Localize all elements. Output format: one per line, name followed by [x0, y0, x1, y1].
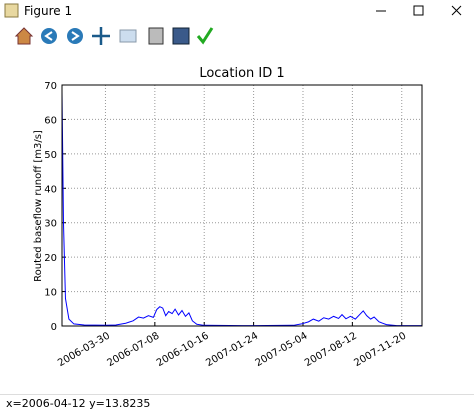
- forward-arrow: [71, 31, 80, 41]
- y-tick-label: 30: [44, 219, 57, 230]
- edit-button[interactable]: [196, 27, 214, 45]
- x-tick-label: 2007-01-24: [204, 331, 260, 370]
- x-tick-label: 2007-11-20: [352, 331, 408, 370]
- plot-area: [62, 85, 422, 326]
- y-tick-label: 70: [44, 81, 57, 92]
- x-tick-label: 2006-07-08: [106, 331, 162, 370]
- back-button[interactable]: [41, 28, 57, 44]
- x-tick-label: 2006-03-30: [56, 331, 112, 370]
- data-line: [61, 91, 422, 327]
- y-tick-label: 0: [51, 322, 57, 333]
- toolbar: [0, 22, 474, 50]
- forward-button[interactable]: [67, 28, 83, 44]
- chart: Location ID 1 Routed baseflow runoff [m3…: [33, 66, 423, 370]
- x-tick-label: 2007-05-04: [254, 331, 310, 370]
- close-button[interactable]: [451, 5, 462, 16]
- y-tick-label: 20: [44, 253, 57, 264]
- pan-button[interactable]: [92, 27, 110, 45]
- toolbar-icons: [14, 27, 214, 45]
- y-tick-label: 50: [44, 150, 57, 161]
- save-button[interactable]: [172, 27, 190, 45]
- x-tick-label: 2006-10-16: [155, 331, 211, 370]
- status-bar: x=2006-04-12 y=13.8235: [0, 394, 474, 412]
- x-tick-label: 2007-08-12: [303, 331, 359, 370]
- y-tick-label: 10: [44, 288, 57, 299]
- y-tick-label: 60: [44, 115, 57, 126]
- back-arrow: [44, 31, 53, 41]
- maximize-button[interactable]: [413, 5, 424, 16]
- zoom-button[interactable]: [119, 29, 137, 43]
- axes-frame: [61, 84, 423, 327]
- title-bar-icons: [4, 3, 462, 18]
- y-axis-label: Routed baseflow runoff [m3/s]: [33, 130, 44, 282]
- app-icon: [4, 3, 19, 18]
- subplots-button[interactable]: [148, 27, 164, 45]
- y-tick-label: 40: [44, 184, 57, 195]
- home-button[interactable]: [14, 27, 34, 45]
- title-bar: Figure 1: [0, 0, 474, 22]
- window-title: Figure 1: [24, 4, 73, 18]
- chart-title: Location ID 1: [199, 66, 284, 81]
